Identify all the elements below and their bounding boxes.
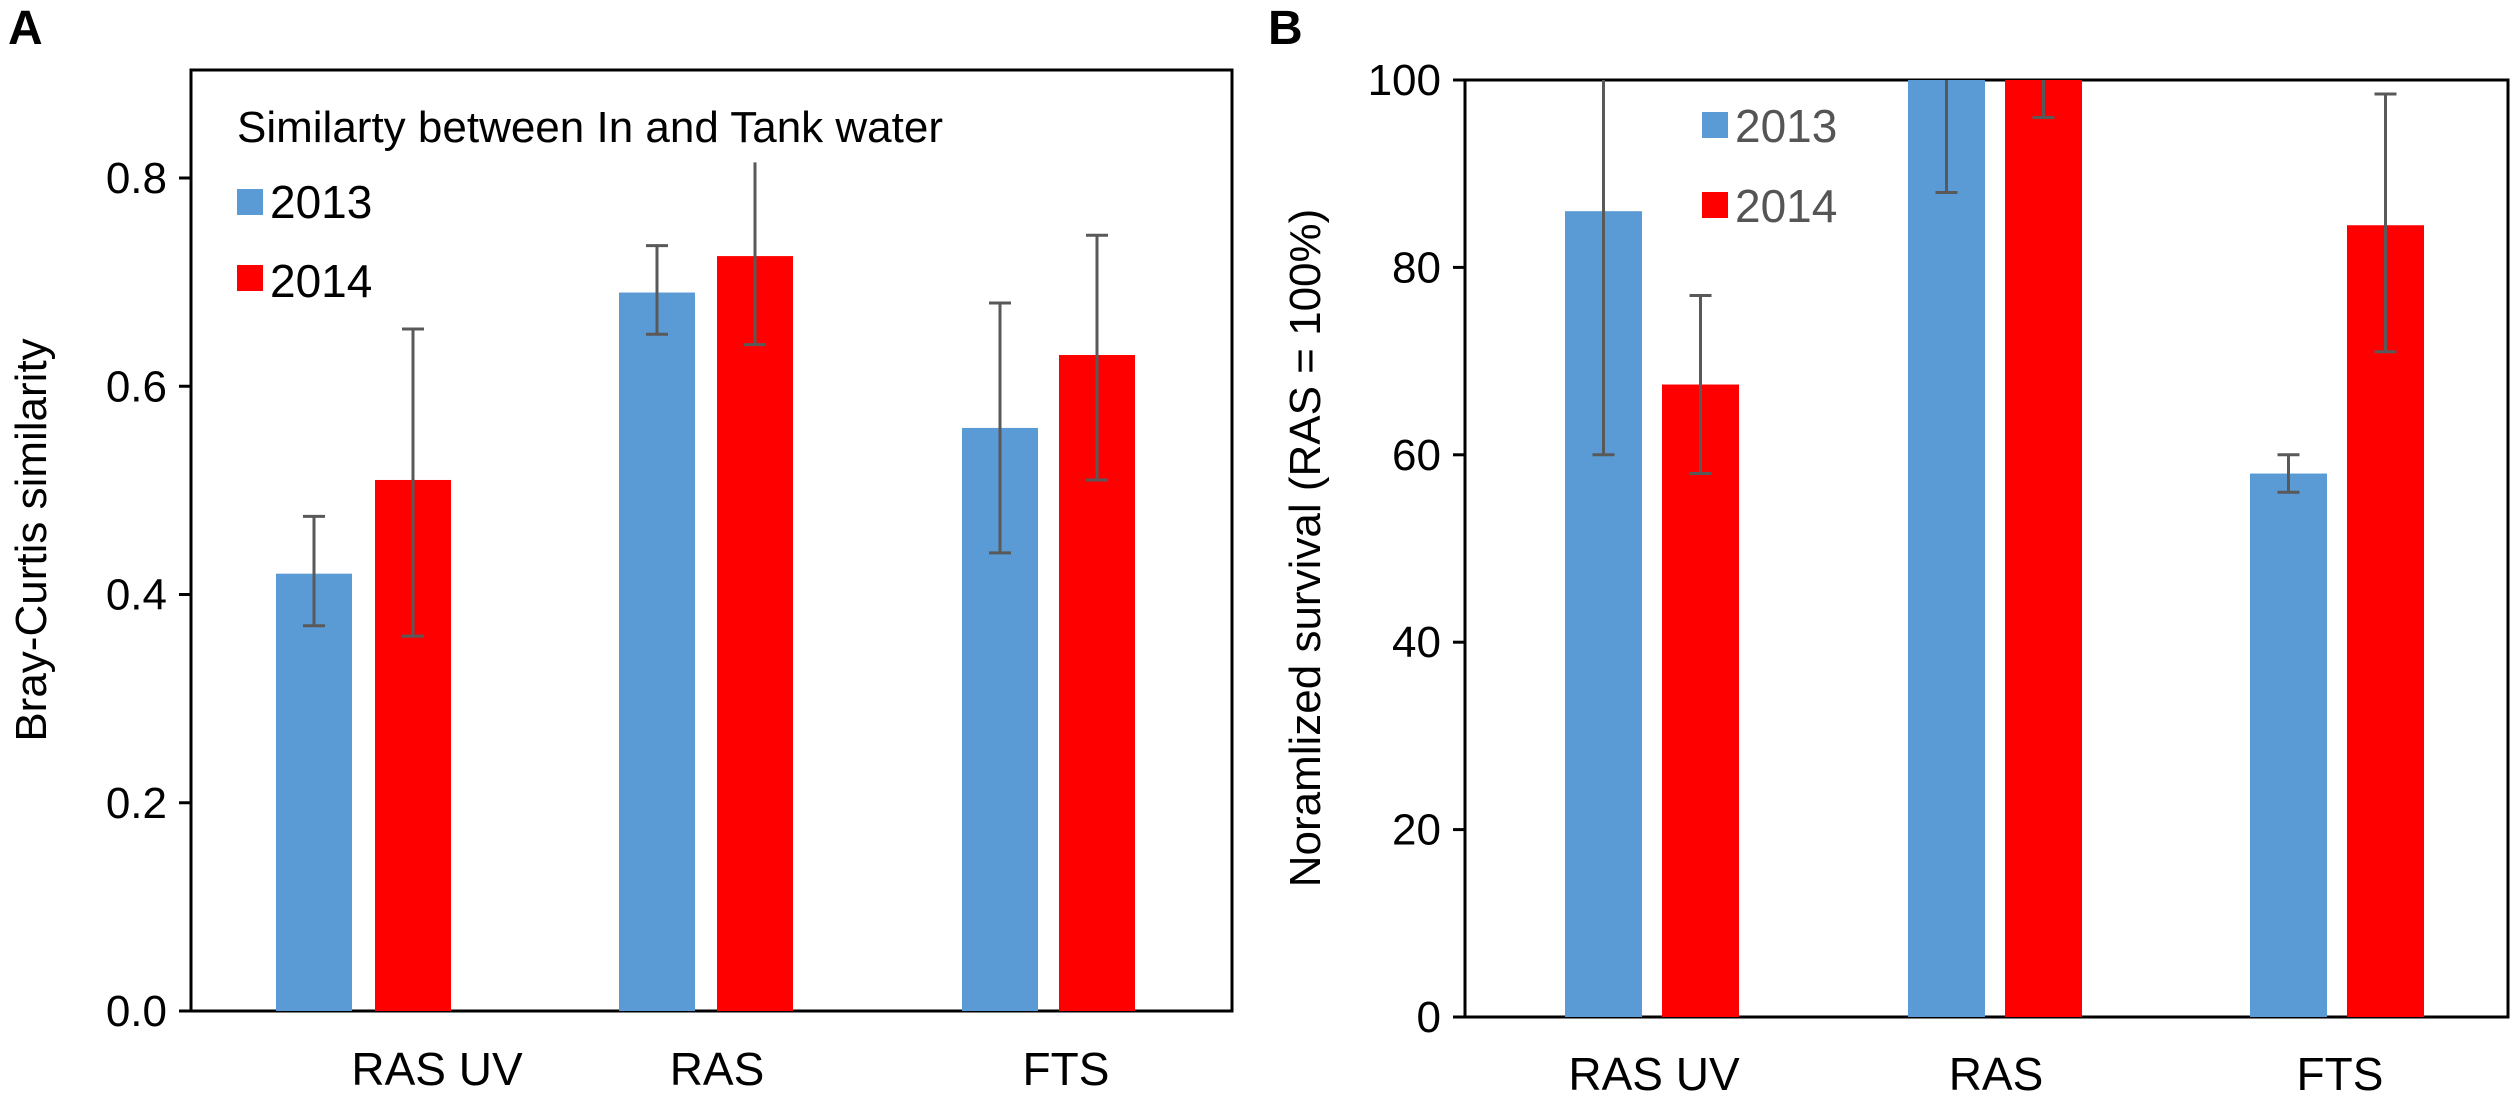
legend-label-2014: 2014	[1735, 180, 1837, 232]
legend-swatch-2013	[237, 189, 263, 215]
legend-swatch-2013	[1702, 112, 1728, 138]
bar-2014-ras	[717, 256, 793, 1011]
bar-2014-fts	[2347, 225, 2424, 1018]
bar-2013-ras	[619, 292, 695, 1012]
legend-label-2014: 2014	[270, 255, 372, 307]
y-tick-label: 100	[1368, 56, 1441, 105]
x-category-label: RAS UV	[1568, 1048, 1740, 1100]
bar-2013-fts	[2250, 473, 2327, 1017]
y-tick-label: 0.8	[106, 154, 167, 203]
panel-label: A	[8, 2, 43, 55]
y-axis-title: Bray-Curtis similarity	[7, 338, 56, 741]
y-tick-label: 80	[1392, 243, 1441, 292]
bar-2014-ras-uv	[1662, 384, 1739, 1017]
x-category-label: FTS	[2297, 1048, 2384, 1100]
plot-area-frame	[1463, 78, 2510, 1019]
y-tick-label: 0.2	[106, 779, 167, 828]
x-category-label: RAS	[670, 1043, 765, 1095]
y-tick-label: 0.0	[106, 987, 167, 1036]
bar-2013-ras	[1908, 80, 1985, 1017]
chart-annotation: Similarty between In and Tank water	[237, 103, 943, 152]
panel-label: B	[1268, 2, 1303, 55]
legend-label-2013: 2013	[1735, 100, 1837, 152]
y-tick-label: 0	[1417, 993, 1441, 1042]
y-tick-label: 20	[1392, 806, 1441, 855]
y-axis-title: Noramlized survival (RAS = 100%)	[1281, 209, 1330, 888]
y-tick-label: 40	[1392, 618, 1441, 667]
x-category-label: RAS UV	[351, 1043, 523, 1095]
x-category-label: FTS	[1023, 1043, 1110, 1095]
chart-panel-a: A 0.0 0.2 0.4 0.6 0.8 RAS UV RAS FTS Bray-Curtis …	[7, 2, 1234, 1095]
bar-2013-ras-uv	[276, 573, 352, 1011]
y-tick-label: 60	[1392, 431, 1441, 480]
legend-swatch-2014	[1702, 192, 1728, 218]
bar-2014-ras	[2005, 80, 2082, 1017]
y-tick-label: 0.6	[106, 362, 167, 411]
legend-swatch-2014	[237, 265, 263, 291]
y-tick-label: 0.4	[106, 571, 167, 620]
legend-label-2013: 2013	[270, 176, 372, 228]
chart-panel-b: B 0 20 40 60 80 100 RAS UV RAS FTS Noramlized surv…	[1268, 2, 2510, 1100]
x-category-label: RAS	[1949, 1048, 2044, 1100]
plot-area-frame	[189, 68, 1234, 1013]
